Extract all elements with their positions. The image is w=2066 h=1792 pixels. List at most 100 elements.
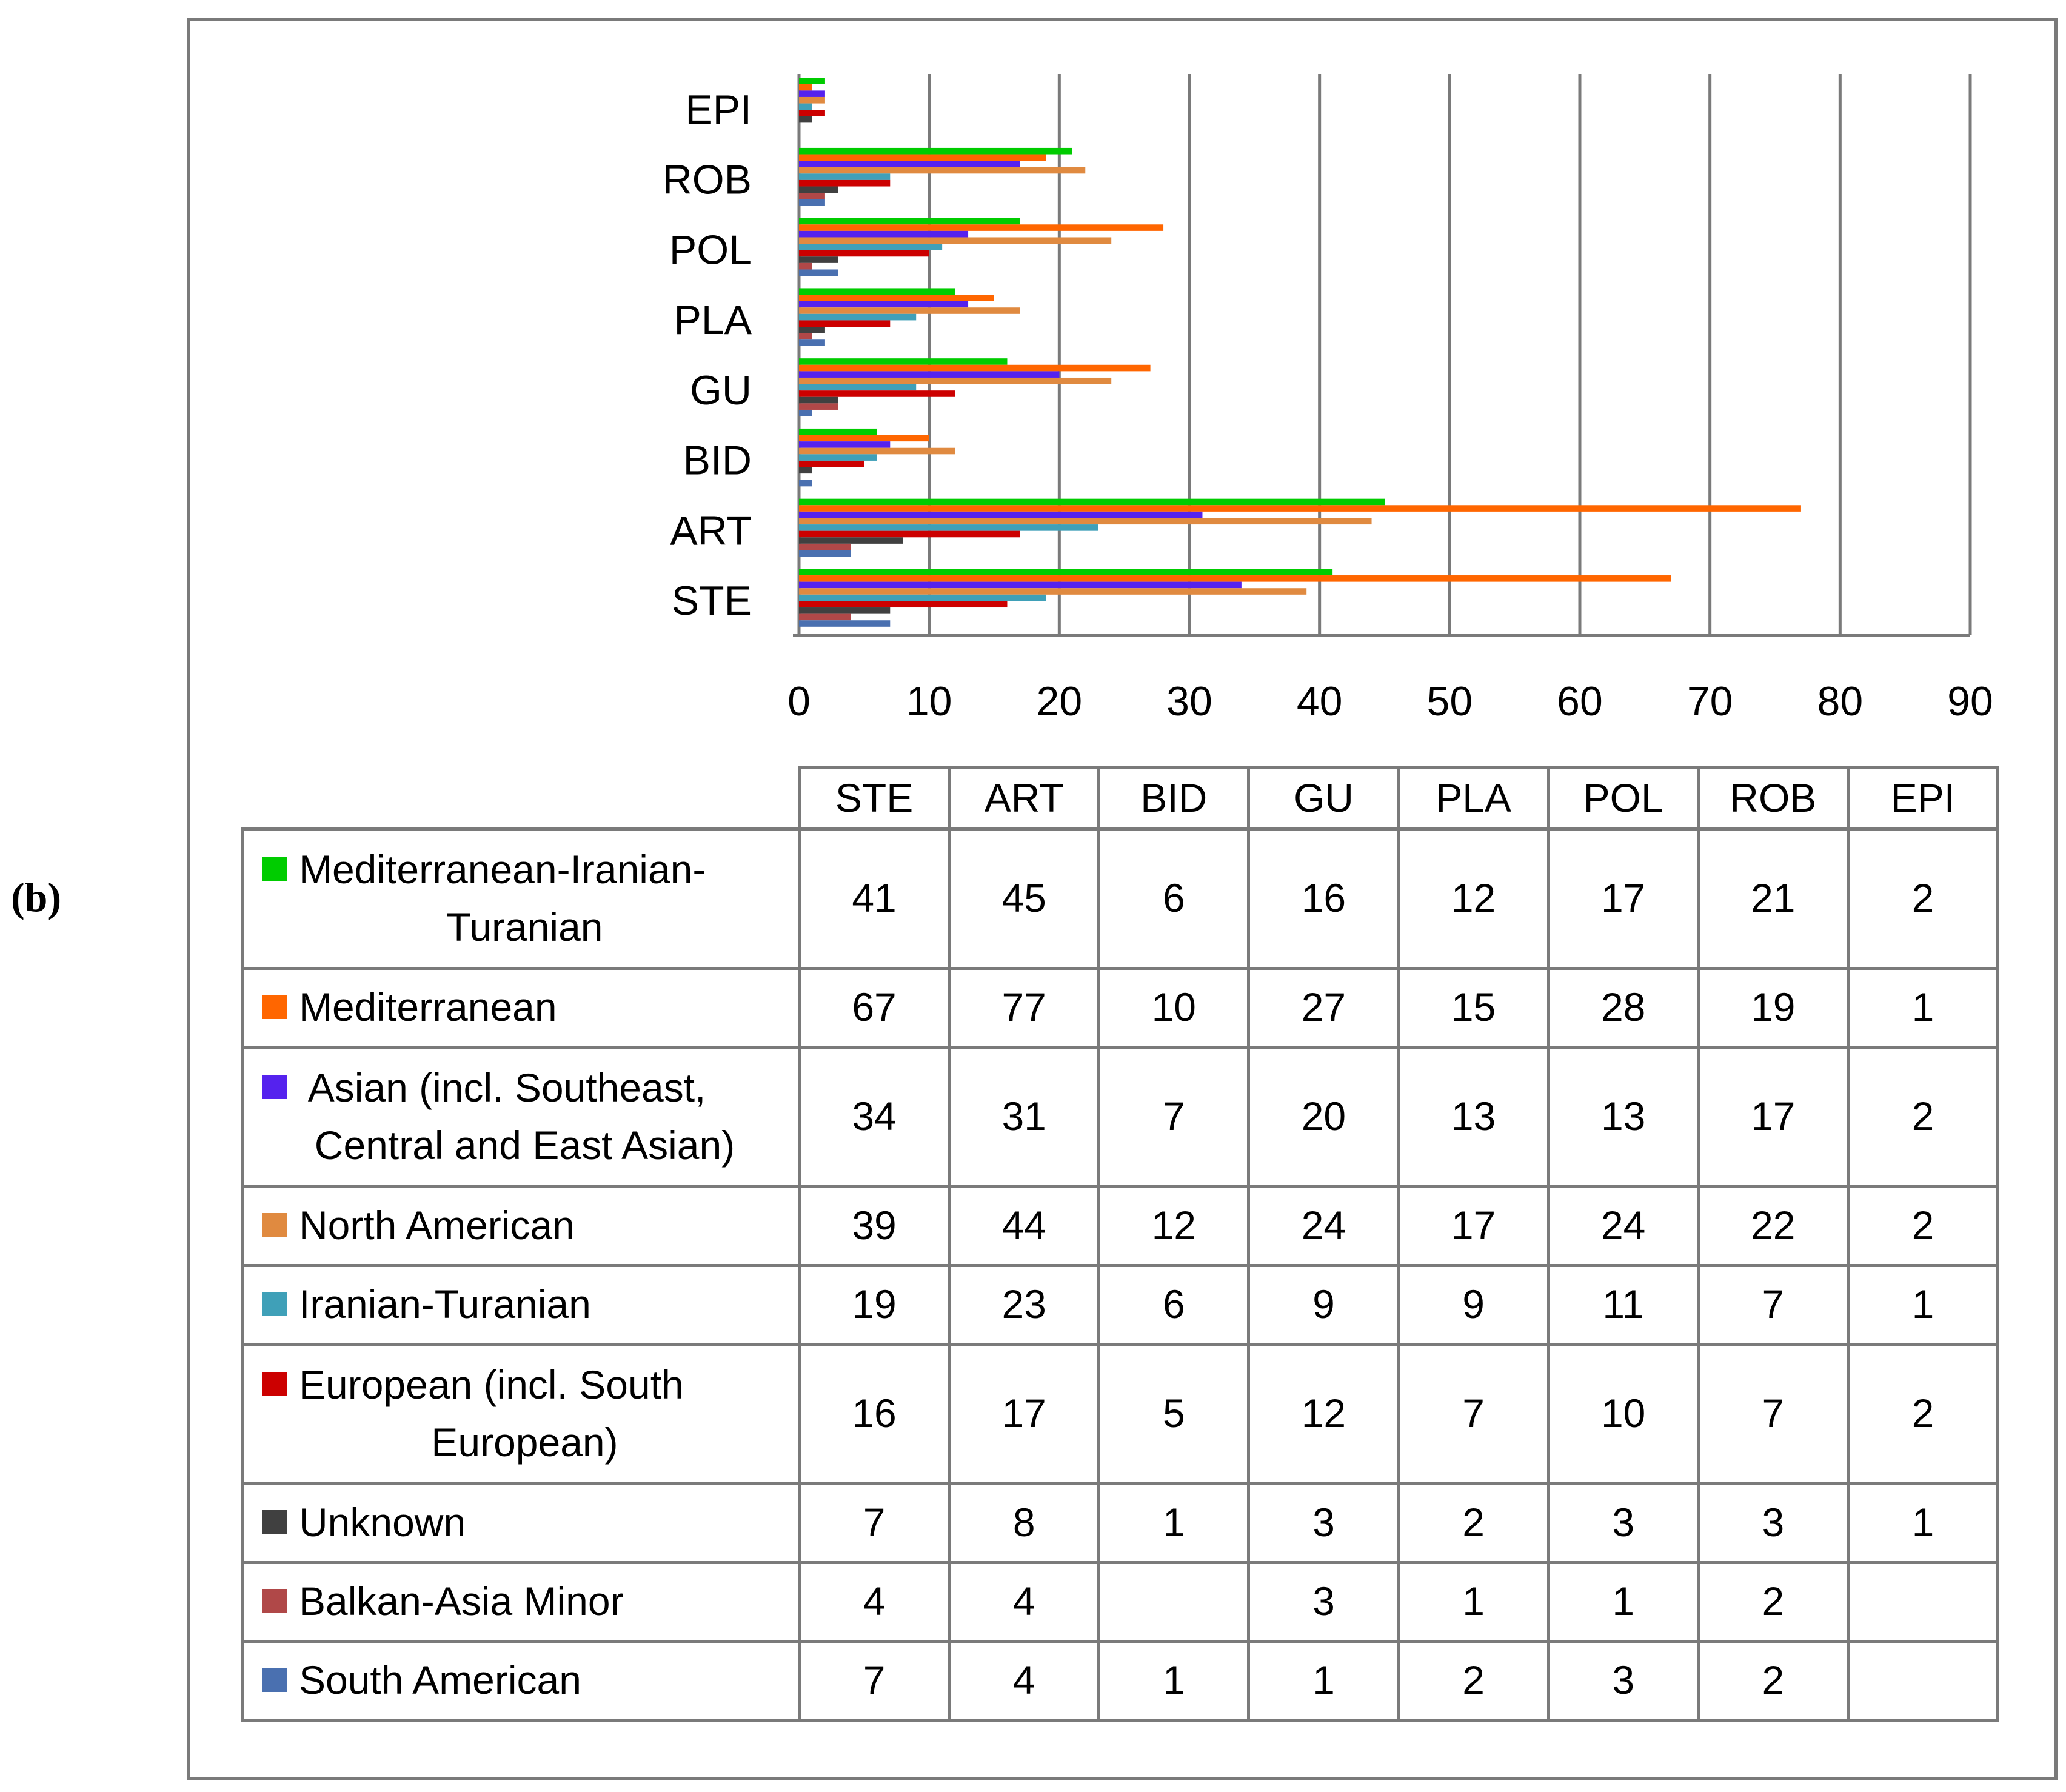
- table-cell: 17: [1397, 1185, 1550, 1267]
- bar: [799, 498, 1385, 506]
- table-cell: 2: [1696, 1560, 1850, 1643]
- series-label: Asian (incl. Southeast,: [262, 1059, 787, 1117]
- series-legend-cell: Iranian-Turanian: [241, 1263, 801, 1346]
- figure-frame: [187, 18, 2058, 1780]
- table-header-cell: GU: [1247, 766, 1400, 831]
- x-tick-label: 90: [1947, 678, 1993, 724]
- x-tick-label: 70: [1687, 678, 1733, 724]
- table-header-cell: ART: [948, 766, 1101, 831]
- bar-chart: STE ART BID GU PLA POL ROB EPI 0 10 20 30 40 50 60 70 8…: [663, 74, 1993, 724]
- bar: [799, 193, 825, 199]
- bar: [799, 454, 877, 461]
- table-cell: 24: [1546, 1185, 1700, 1267]
- table-cell: 19: [1696, 966, 1850, 1049]
- table-cell: 31: [948, 1045, 1101, 1188]
- table-cell: 2: [1846, 827, 2000, 970]
- table-cell: 2: [1846, 1185, 2000, 1267]
- table-cell: 6: [1097, 1263, 1251, 1346]
- series-label: North American: [262, 1197, 787, 1255]
- table-cell: 41: [797, 827, 951, 970]
- bar: [799, 543, 851, 550]
- bar: [799, 103, 812, 110]
- panel-label: (b): [11, 874, 62, 920]
- bar: [799, 613, 851, 621]
- table-cell: 17: [1546, 827, 1700, 970]
- table-row: North American 39 44 12 24 17 24 22 2: [241, 1185, 2000, 1267]
- table-cell: 19: [797, 1263, 951, 1346]
- table-cell: 12: [1397, 827, 1550, 970]
- series-legend-cell: North American: [241, 1185, 801, 1267]
- table-corner: [242, 767, 801, 831]
- bar: [799, 327, 825, 333]
- table-cell: 77: [948, 966, 1101, 1049]
- table-cell: 44: [948, 1185, 1101, 1267]
- table-cell: 24: [1247, 1185, 1400, 1267]
- x-tick-label: 30: [1166, 678, 1212, 724]
- table-cell: 13: [1397, 1045, 1550, 1188]
- bar: [799, 269, 838, 276]
- table-cell: 45: [948, 827, 1101, 970]
- table-cell: 12: [1097, 1185, 1251, 1267]
- bar: [799, 218, 1020, 225]
- table-cell: 9: [1247, 1263, 1400, 1346]
- table-cell: 1: [1097, 1639, 1251, 1722]
- table-cell: 21: [1696, 827, 1850, 970]
- series-label: Central and East Asian): [314, 1123, 735, 1168]
- series-label: European): [431, 1420, 618, 1465]
- table-header-cell: STE: [797, 766, 951, 831]
- category-label: PLA: [674, 297, 752, 343]
- table-cell: 10: [1546, 1342, 1700, 1485]
- bar: [799, 518, 1372, 525]
- bar: [799, 581, 1242, 589]
- table-cell: 15: [1397, 966, 1550, 1049]
- series-label: Iranian-Turanian: [262, 1275, 787, 1334]
- legend-swatch: [262, 1509, 287, 1534]
- table-cell: 3: [1696, 1482, 1850, 1564]
- legend-swatch: [262, 1372, 287, 1397]
- bar: [799, 441, 891, 448]
- bar: [799, 84, 812, 91]
- bar: [799, 601, 1008, 608]
- series-label: European (incl. South: [262, 1356, 787, 1414]
- bar: [799, 447, 955, 455]
- table-cell: 16: [797, 1342, 951, 1485]
- series-legend-cell: Balkan-Asia Minor: [241, 1560, 801, 1643]
- table-cell: 2: [1846, 1045, 2000, 1188]
- category-label: POL: [669, 227, 752, 273]
- bar: [799, 262, 812, 270]
- bar: [799, 110, 825, 116]
- table-cell: 2: [1397, 1482, 1550, 1564]
- bar: [799, 460, 864, 467]
- bar: [799, 288, 955, 295]
- bar: [799, 550, 851, 557]
- table-cell: 7: [1696, 1342, 1850, 1485]
- x-tick-label: 0: [787, 678, 811, 724]
- data-table: STE ART BID GU PLA POL ROB EPI Mediterranean-Ir…: [241, 766, 2000, 1722]
- bar: [799, 505, 1801, 512]
- table-cell: 13: [1546, 1045, 1700, 1188]
- table-cell: 3: [1546, 1482, 1700, 1564]
- bar: [799, 78, 825, 84]
- table-cell: [1846, 1639, 2000, 1722]
- table-cell: 22: [1696, 1185, 1850, 1267]
- table-cell: 4: [948, 1639, 1101, 1722]
- bar: [799, 537, 903, 544]
- table-cell: 4: [948, 1560, 1101, 1643]
- table-cell: [1846, 1560, 2000, 1643]
- bars: [799, 78, 1801, 627]
- table-cell: 17: [948, 1342, 1101, 1485]
- table-cell: 7: [797, 1482, 951, 1564]
- bar: [799, 390, 955, 397]
- bar: [799, 320, 891, 327]
- bar: [799, 511, 1203, 518]
- x-tick-label: 20: [1037, 678, 1083, 724]
- table-cell: 1: [1846, 1482, 2000, 1564]
- bar: [799, 230, 969, 238]
- category-label: EPI: [685, 87, 752, 133]
- bar: [799, 179, 891, 187]
- table-row: Iranian-Turanian 19 23 6 9 9 11 7 1: [241, 1263, 2000, 1346]
- bar: [799, 167, 1086, 174]
- table-header-cell: BID: [1097, 766, 1251, 831]
- x-tick-labels: 0 10 20 30 40 50 60 70 80 90: [787, 678, 1993, 724]
- bar: [799, 396, 838, 404]
